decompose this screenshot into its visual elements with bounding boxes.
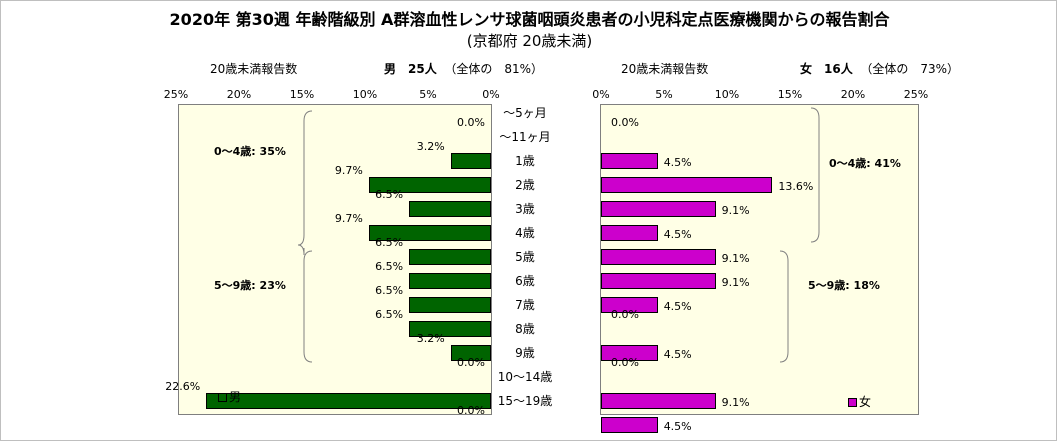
right-share: （全体の 73%） [860, 62, 960, 76]
female-brace-0-4 [810, 107, 820, 243]
male-legend-label: 男 [229, 390, 242, 404]
female-group-0-4: 0〜4歳: 41% [829, 157, 901, 170]
male-data-label: 9.7% [334, 164, 363, 177]
male-data-label: 0.0% [457, 404, 485, 417]
female-data-label: 9.1% [721, 276, 750, 289]
female-data-label: 4.5% [663, 348, 692, 361]
category-label: 5歳 [515, 250, 535, 264]
female-data-label: 9.1% [721, 204, 750, 217]
left-sex-count: 男 25人 [384, 62, 437, 76]
category-label: 7歳 [515, 298, 535, 312]
male-bar [409, 321, 491, 337]
left-axis-tick: 20% [226, 88, 252, 101]
male-data-label: 6.5% [375, 260, 404, 273]
male-data-label: 6.5% [375, 308, 404, 321]
male-bar [409, 249, 491, 265]
female-bar [601, 273, 716, 289]
left-count-label: 20歳未満報告数 [210, 62, 298, 76]
female-data-label: 4.5% [663, 420, 692, 433]
category-label: 3歳 [515, 202, 535, 216]
female-legend-swatch [848, 398, 857, 407]
female-bar [601, 153, 658, 169]
chart-subtitle: (京都府 20歳未満) [466, 32, 593, 50]
right-sex-count: 女 16人 [800, 62, 853, 76]
right-axis-tick: 15% [777, 88, 803, 101]
female-legend-label: 女 [859, 395, 872, 409]
left-header-stats: 男 25人 （全体の 81%） [384, 60, 543, 77]
male-bar [409, 273, 491, 289]
category-label: 9歳 [515, 346, 535, 360]
male-legend: 男 [218, 388, 241, 405]
right-header-stats: 女 16人 （全体の 73%） [800, 60, 959, 77]
male-bar [409, 297, 491, 313]
male-bar [206, 393, 491, 409]
female-data-label: 9.1% [721, 252, 750, 265]
male-data-label: 6.5% [375, 188, 404, 201]
male-data-label: 22.6% [165, 380, 201, 393]
male-bar [450, 345, 491, 361]
female-group-5-9: 5〜9歳: 18% [808, 279, 880, 292]
right-axis-tick: 0% [592, 88, 610, 101]
left-axis-tick: 15% [289, 88, 315, 101]
female-data-label: 13.6% [778, 180, 814, 193]
category-label: 6歳 [515, 274, 535, 288]
category-label: 8歳 [515, 322, 535, 336]
female-data-label: 4.5% [663, 228, 692, 241]
male-legend-swatch [218, 393, 227, 402]
category-label: 15〜19歳 [497, 394, 553, 408]
right-axis-tick: 20% [840, 88, 866, 101]
female-legend: 女 [848, 393, 871, 410]
male-bar [450, 153, 491, 169]
left-axis-tick: 0% [482, 88, 500, 101]
chart-title: 2020年 第30週 年齢階級別 A群溶血性レンサ球菌咽頭炎患者の小児科定点医療… [169, 10, 890, 29]
category-label: 〜11ヶ月 [499, 130, 551, 144]
female-data-label: 9.1% [721, 396, 750, 409]
female-bar [601, 201, 716, 217]
male-data-label: 6.5% [375, 236, 404, 249]
female-brace-5-9 [779, 250, 789, 363]
female-data-label: 0.0% [611, 308, 639, 321]
female-bar [601, 177, 773, 193]
male-group-5-9: 5〜9歳: 23% [214, 279, 286, 292]
male-data-label: 9.7% [334, 212, 363, 225]
category-label: 4歳 [515, 226, 535, 240]
female-data-label: 0.0% [611, 356, 639, 369]
male-data-label: 0.0% [457, 356, 485, 369]
male-data-label: 3.2% [416, 332, 445, 345]
male-bar [368, 177, 491, 193]
male-data-label: 3.2% [416, 140, 445, 153]
right-axis-tick: 5% [655, 88, 673, 101]
right-count-label: 20歳未満報告数 [621, 62, 709, 76]
female-bar [601, 297, 658, 313]
right-axis-tick: 10% [714, 88, 740, 101]
left-axis-tick: 5% [419, 88, 437, 101]
left-share: （全体の 81%） [444, 62, 544, 76]
male-brace-5-9 [303, 250, 313, 363]
male-bar [368, 225, 491, 241]
female-data-label: 0.0% [611, 116, 639, 129]
female-bar [601, 225, 658, 241]
male-bar [409, 201, 491, 217]
female-bar [601, 249, 716, 265]
male-brace-0-4 [297, 110, 313, 256]
left-axis-tick: 10% [352, 88, 378, 101]
category-label: 1歳 [515, 154, 535, 168]
category-label: 〜5ヶ月 [503, 106, 547, 120]
female-bar [601, 345, 658, 361]
female-data-label: 4.5% [663, 156, 692, 169]
left-axis-tick: 25% [163, 88, 189, 101]
male-data-label: 0.0% [457, 116, 485, 129]
male-data-label: 6.5% [375, 284, 404, 297]
male-group-0-4: 0〜4歳: 35% [214, 145, 286, 158]
female-bar [601, 393, 716, 409]
right-axis-tick: 25% [903, 88, 929, 101]
category-label: 10〜14歳 [497, 370, 553, 384]
female-bar [601, 417, 658, 433]
category-label: 2歳 [515, 178, 535, 192]
female-data-label: 4.5% [663, 300, 692, 313]
